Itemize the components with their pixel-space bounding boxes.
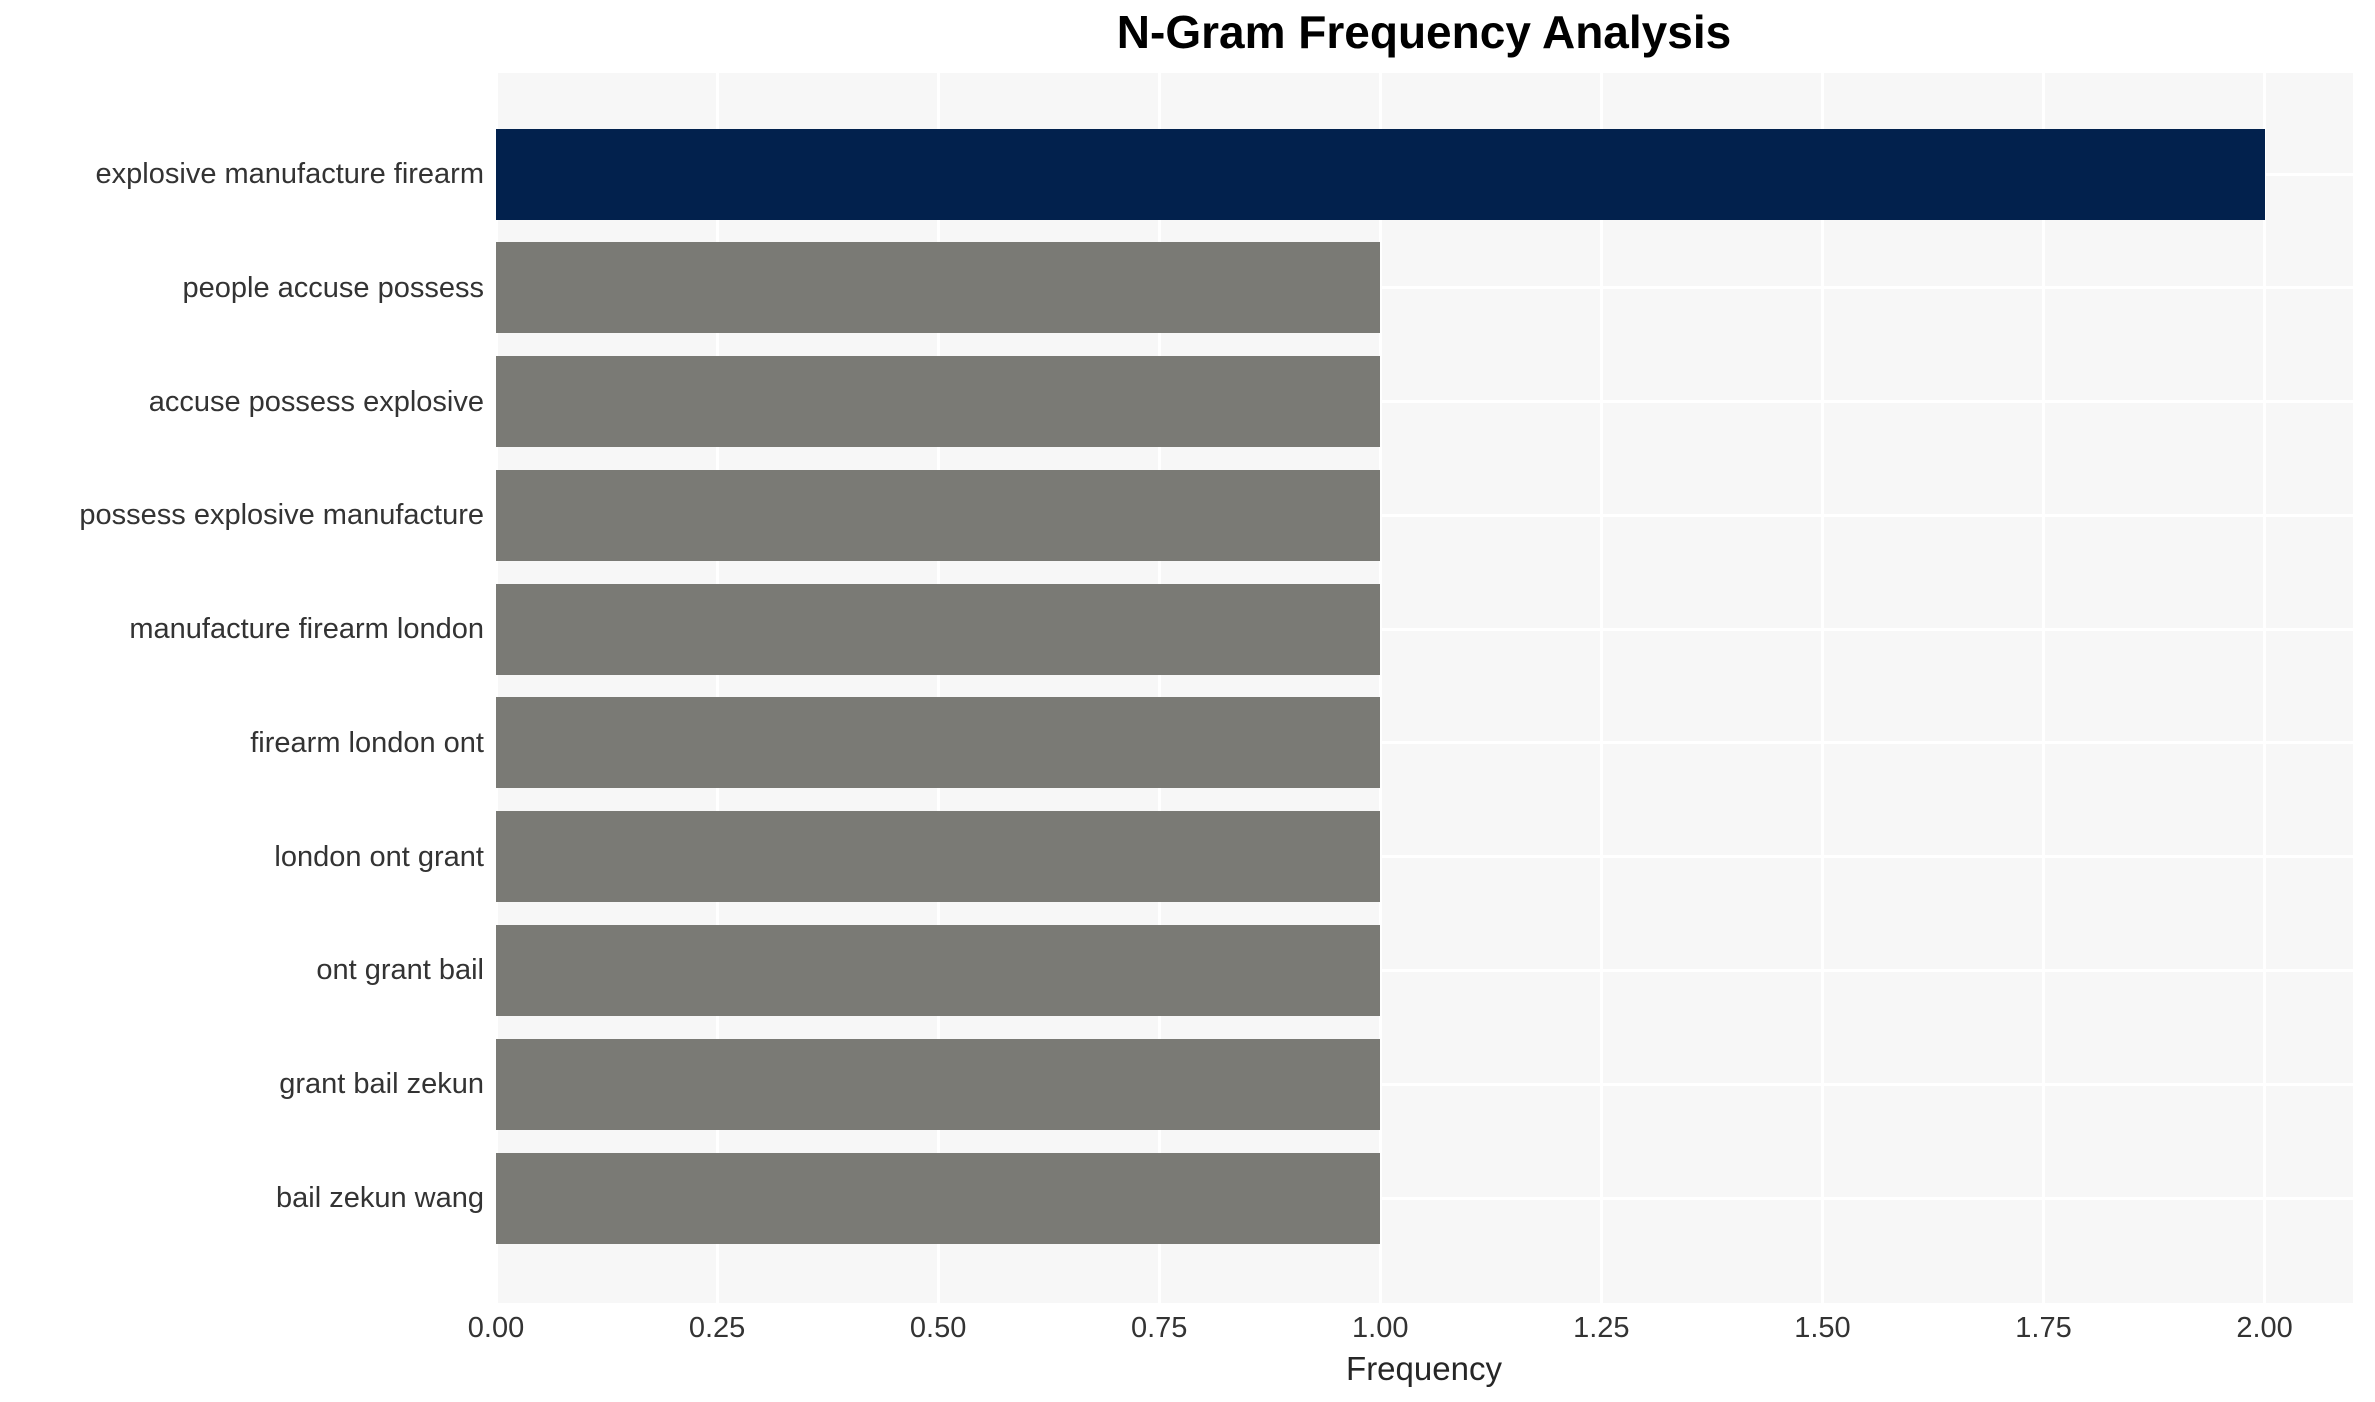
chart-title: N-Gram Frequency Analysis (1116, 6, 1732, 58)
x-axis-tick: 0.50 (909, 1312, 967, 1344)
x-axis-tick: 0.75 (1130, 1312, 1188, 1344)
gridline-horizontal (496, 855, 2353, 859)
x-axis-tick: 0.25 (688, 1312, 746, 1344)
gridline-vertical (936, 73, 940, 1303)
gridline-horizontal (496, 741, 2353, 745)
bar-possess-explosive-manufacture (496, 469, 1381, 561)
bar-bail-zekun-wang (496, 1152, 1381, 1244)
y-axis-label: explosive manufacture firearm (95, 158, 484, 190)
gridline-horizontal (496, 513, 2353, 517)
bar-firearm-london-ont (496, 697, 1381, 789)
gridline-horizontal (496, 627, 2353, 631)
bar-london-ont-grant (496, 811, 1381, 903)
gridline-vertical (494, 73, 498, 1303)
y-axis-label: manufacture firearm london (129, 613, 484, 646)
gridline-horizontal (496, 968, 2353, 972)
plot-area (494, 73, 2353, 1303)
y-axis-label: bail zekun wang (276, 1182, 484, 1215)
bar-manufacture-firearm-london (496, 583, 1381, 675)
x-axis-tick: 1.00 (1352, 1312, 1409, 1344)
bar-people-accuse-possess (496, 242, 1381, 334)
y-axis-label: ont grant bail (316, 954, 484, 987)
y-axis-labels: explosive manufacture firearm people accu… (0, 0, 484, 1402)
gridline-vertical (715, 73, 719, 1303)
gridline-vertical (1378, 73, 1382, 1303)
x-axis-tick: 1.50 (1794, 1312, 1851, 1344)
gridline-horizontal (496, 286, 2353, 290)
x-axis-tick: 1.75 (2015, 1312, 2072, 1344)
gridline-horizontal (496, 1082, 2353, 1086)
bar-grant-bail-zekun (496, 1038, 1381, 1130)
y-axis-label: possess explosive manufacture (79, 499, 484, 532)
gridline-vertical (1157, 73, 1161, 1303)
x-axis-tick: 1.25 (1573, 1312, 1630, 1344)
gridline-horizontal (496, 1196, 2353, 1200)
gridline-vertical (1599, 73, 1603, 1303)
y-axis-label: accuse possess explosive (148, 385, 484, 418)
bar-explosive-manufacture-firearm (496, 128, 2265, 220)
x-axis-tick: 2.00 (2236, 1312, 2293, 1344)
gridline-vertical (2042, 73, 2045, 1303)
y-axis-label: grant bail zekun (279, 1068, 484, 1101)
y-axis-label: people accuse possess (182, 271, 484, 304)
gridline-vertical (1820, 73, 1824, 1303)
bar-accuse-possess-explosive (496, 356, 1381, 448)
y-axis-label: london ont grant (274, 840, 484, 873)
x-axis-label: Frequency (1346, 1350, 1502, 1387)
gridline-horizontal (496, 400, 2353, 404)
y-axis-label: firearm london ont (250, 726, 484, 759)
bar-ont-grant-bail (496, 924, 1381, 1016)
gridline-vertical (2263, 73, 2267, 1303)
